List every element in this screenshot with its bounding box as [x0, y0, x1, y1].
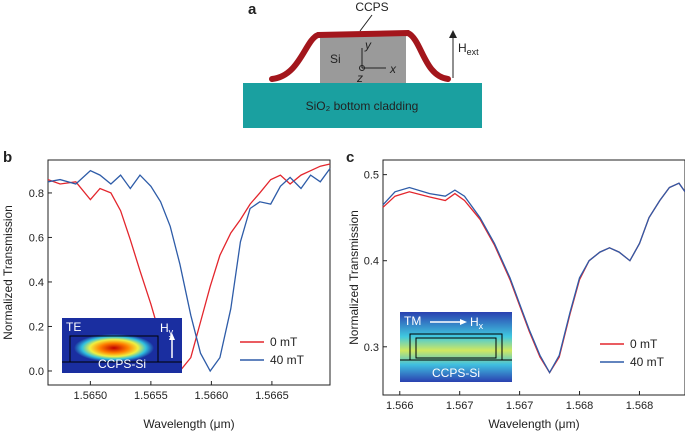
panel-label: c [346, 149, 354, 166]
y-tick-label: 0.4 [29, 277, 44, 289]
x-axis-label: Wavelength (μm) [143, 417, 234, 431]
pointer [359, 14, 373, 32]
plot-frame [47, 159, 331, 386]
x-tick-label: 1.5665 [255, 390, 289, 402]
axis-z [359, 65, 365, 71]
x-tick-label: 1.567 [506, 400, 534, 412]
inset-field-sub: y [169, 327, 174, 337]
legend-label: 0 mT [630, 337, 658, 351]
y-tick-label: 0.6 [29, 232, 44, 244]
x-tick-label: 1.568 [626, 400, 654, 412]
legend-label: 40 mT [630, 355, 665, 369]
axis-label: x [389, 62, 397, 76]
inset-mode: TE [66, 320, 81, 334]
axis-label: z [356, 71, 363, 85]
panel-label: a [248, 1, 257, 18]
series-line [47, 163, 331, 372]
y-tick-label: 0.8 [29, 188, 44, 200]
inset-field: Hx [470, 315, 484, 331]
x-tick-label: 1.5660 [195, 390, 229, 402]
series-line [382, 182, 685, 374]
cladding [243, 83, 482, 128]
ccps-label: CCPS [355, 0, 388, 14]
inset-bg [400, 312, 512, 382]
ccps-layer [269, 29, 451, 82]
x-tick-label: 1.566 [386, 400, 414, 412]
y-tick-label: 0.5 [364, 170, 379, 182]
axis-label: y [364, 38, 372, 52]
field-label: Hext [458, 41, 479, 57]
legend-label: 40 mT [270, 353, 305, 367]
y-tick-label: 0.0 [29, 366, 44, 378]
field-map [74, 334, 154, 362]
y-tick-label: 0.3 [364, 342, 379, 354]
x-axis-label: Wavelength (μm) [488, 417, 579, 431]
panel-label: b [3, 149, 12, 166]
inset-mode: TM [404, 314, 421, 328]
field-arrow-head [169, 333, 175, 340]
x-tick-label: 1.5655 [134, 390, 168, 402]
inset-field-main: H [160, 321, 169, 335]
series-line [47, 168, 331, 373]
inset-caption: CCPS-Si [98, 357, 146, 371]
field-arrow-head [460, 319, 467, 325]
y-axis-label: Normalized Transmission [1, 205, 15, 340]
legend-label: 0 mT [270, 335, 298, 349]
y-tick-label: 0.4 [364, 256, 379, 268]
inset-field-sub: x [479, 321, 484, 331]
y-tick-label: 0.2 [29, 321, 44, 333]
x-tick-label: 1.567 [446, 400, 474, 412]
si-core [320, 36, 406, 83]
y-axis-label: Normalized Transmission [347, 210, 361, 345]
si-label: Si [330, 52, 341, 66]
field-arrow-head [449, 30, 457, 38]
cladding-label: SiO₂ bottom cladding [306, 99, 419, 113]
x-tick-label: 1.568 [566, 400, 594, 412]
inset-field: Hy [160, 321, 174, 337]
plot-frame [382, 159, 685, 396]
inset-field-main: H [470, 315, 479, 329]
waveguide-inner [415, 337, 497, 359]
x-tick-label: 1.5650 [74, 390, 108, 402]
inset-caption: CCPS-Si [432, 366, 480, 380]
